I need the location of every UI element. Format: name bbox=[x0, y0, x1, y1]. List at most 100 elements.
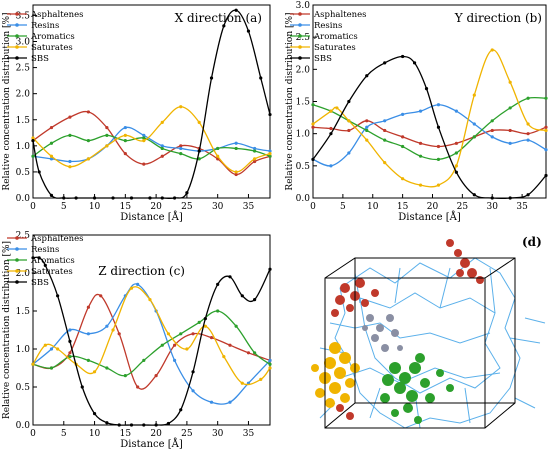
data-point-resins bbox=[401, 112, 405, 116]
data-point-asphaltenes bbox=[246, 351, 251, 355]
data-point-resins bbox=[49, 347, 54, 351]
y-tick-label: 0.5 bbox=[16, 383, 31, 393]
x-tick-label: 0 bbox=[30, 429, 36, 439]
chart-panel-z-direction: 0 5 10 15 20 25 30 35 0.0 0.5 1.0 1.5 2.0 2.5 Distance… bbox=[2, 231, 272, 450]
chart-panel-y-direction: 0 5 10 15 20 25 30 35 0.0 0.5 1.0 1.5 2.0 2.5 3.0 Dista… bbox=[285, 1, 548, 223]
legend-label: Aromatics bbox=[30, 256, 75, 266]
data-point-aromatics bbox=[197, 320, 201, 324]
y-tick-label: 0.5 bbox=[16, 168, 31, 178]
simulation-box bbox=[324, 257, 516, 429]
data-point-saturates bbox=[197, 120, 201, 124]
x-tick-label: 30 bbox=[212, 429, 224, 439]
data-point-saturates bbox=[544, 128, 548, 133]
y-tick-label: 3.0 bbox=[16, 38, 31, 48]
data-point-sbs bbox=[172, 196, 177, 200]
legend-marker bbox=[15, 247, 19, 251]
data-point-aromatics bbox=[142, 136, 146, 140]
data-point-saturates bbox=[253, 157, 257, 161]
data-point-sbs bbox=[49, 193, 54, 197]
data-point-sbs bbox=[347, 99, 351, 104]
x-tick-label: 20 bbox=[427, 202, 439, 212]
data-point-saturates bbox=[142, 139, 146, 143]
data-point-resins bbox=[347, 151, 351, 155]
x-tick-label: 35 bbox=[243, 202, 255, 212]
data-point-aromatics bbox=[160, 146, 164, 151]
data-point-asphaltenes bbox=[68, 115, 72, 119]
data-point-sbs bbox=[154, 423, 158, 427]
data-point-saturates bbox=[508, 80, 512, 84]
data-point-resins bbox=[160, 144, 164, 148]
data-point-asphaltenes bbox=[454, 141, 458, 145]
data-point-resins bbox=[454, 109, 458, 113]
y-tick-label: 2.0 bbox=[296, 65, 311, 75]
legend-label: Saturates bbox=[314, 43, 356, 53]
data-point-aromatics bbox=[216, 146, 220, 151]
data-point-aromatics bbox=[216, 309, 220, 313]
data-point-aromatics bbox=[490, 119, 494, 123]
data-point-aromatics bbox=[68, 133, 72, 138]
data-point-sbs bbox=[401, 54, 405, 59]
x-tick-label: 15 bbox=[120, 429, 132, 439]
data-point-sbs bbox=[117, 423, 121, 427]
data-point-saturates bbox=[185, 347, 189, 351]
data-point-asphaltenes bbox=[383, 128, 387, 133]
data-point-sbs bbox=[259, 76, 263, 80]
data-point-resins bbox=[329, 164, 333, 168]
data-point-resins bbox=[228, 400, 232, 404]
data-point-resins bbox=[544, 148, 548, 152]
data-point-sbs bbox=[179, 408, 183, 412]
data-point-saturates bbox=[222, 355, 226, 359]
data-point-sbs bbox=[56, 294, 60, 298]
data-point-resins bbox=[49, 157, 54, 161]
y-tick-label: 1.5 bbox=[16, 307, 31, 317]
y-tick-label: 3.0 bbox=[296, 1, 311, 11]
data-point-aromatics bbox=[268, 362, 272, 366]
data-point-sbs bbox=[80, 385, 84, 389]
data-point-saturates bbox=[49, 154, 54, 158]
x-tick-label: 5 bbox=[340, 202, 346, 212]
data-point-asphaltenes bbox=[490, 128, 494, 133]
data-point-asphaltenes bbox=[179, 144, 183, 148]
aromatics-cluster bbox=[380, 353, 454, 424]
legend-label: Asphaltenes bbox=[30, 234, 84, 244]
data-point-aromatics bbox=[160, 343, 164, 347]
data-point-sbs bbox=[253, 298, 257, 302]
x-tick-label: 15 bbox=[120, 202, 132, 212]
x-axis-label: Distance [Å] bbox=[120, 438, 183, 450]
data-point-aromatics bbox=[197, 157, 201, 161]
data-point-asphaltenes bbox=[68, 351, 72, 355]
data-point-asphaltenes bbox=[86, 305, 91, 309]
data-point-aromatics bbox=[179, 332, 183, 336]
y-tick-label: 2.5 bbox=[296, 33, 311, 43]
data-point-sbs bbox=[129, 196, 134, 200]
data-point-sbs bbox=[68, 339, 72, 343]
data-point-sbs bbox=[472, 193, 476, 197]
x-tick-label: 25 bbox=[181, 429, 193, 439]
data-point-asphaltenes bbox=[234, 172, 238, 177]
data-point-saturates bbox=[259, 377, 263, 381]
data-point-saturates bbox=[148, 298, 152, 302]
chart-panel-x-direction: 0 5 10 15 20 25 30 35 0.0 0.5 1.0 1.5 2.0 2.5 3.0 3.5 Di… bbox=[2, 4, 272, 223]
data-point-saturates bbox=[31, 362, 35, 366]
data-point-saturates bbox=[31, 136, 35, 140]
data-point-asphaltenes bbox=[253, 159, 257, 164]
y-tick-label: 0.5 bbox=[296, 162, 311, 172]
legend-marker bbox=[15, 56, 19, 60]
data-point-saturates bbox=[383, 161, 387, 165]
data-point-aromatics bbox=[123, 139, 127, 143]
legend-marker bbox=[15, 12, 19, 16]
x-tick-label: 30 bbox=[487, 202, 499, 212]
y-tick-label: 1.0 bbox=[16, 142, 31, 152]
data-point-saturates bbox=[234, 170, 238, 174]
data-point-resins bbox=[365, 125, 369, 129]
legend-label: Asphaltenes bbox=[30, 10, 84, 20]
data-point-saturates bbox=[347, 119, 351, 123]
data-point-sbs bbox=[240, 294, 244, 298]
y-tick-label: 3.5 bbox=[16, 11, 31, 21]
data-point-sbs bbox=[142, 423, 146, 427]
data-point-aromatics bbox=[253, 149, 257, 153]
data-point-saturates bbox=[329, 109, 333, 113]
data-point-saturates bbox=[92, 370, 97, 374]
data-point-saturates bbox=[56, 347, 60, 351]
data-point-asphaltenes bbox=[311, 125, 315, 129]
